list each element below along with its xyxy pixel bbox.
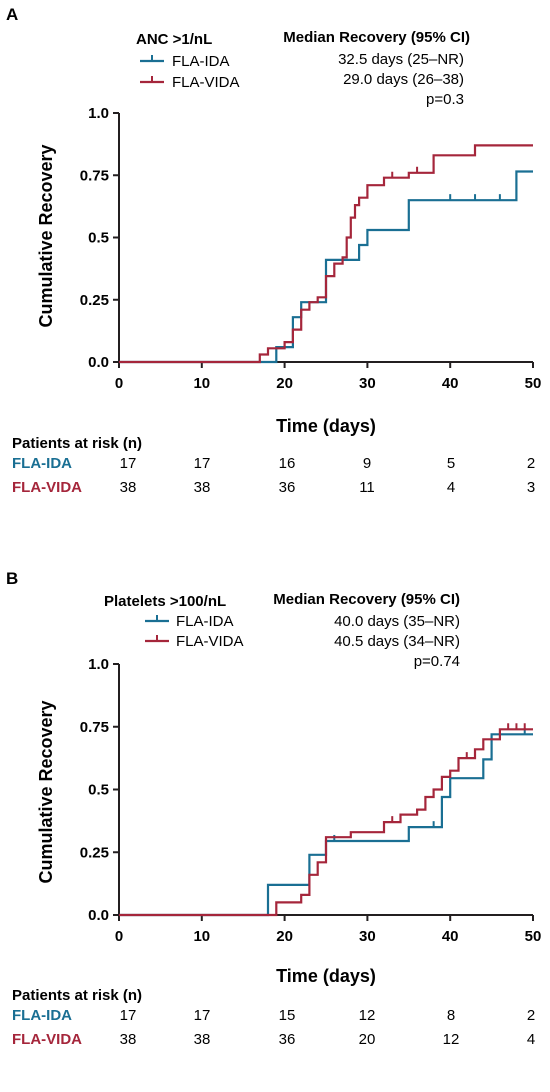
risk-value: 2: [527, 455, 535, 472]
panel-b-platelets: B Platelets >100/nL Median Recovery (95%…: [0, 566, 550, 1092]
plot-area: [119, 723, 533, 917]
risk-row-label: FLA-IDA: [12, 455, 72, 472]
y-tick-label: 0.5: [88, 782, 109, 799]
legend-swatch-fla-ida: [140, 55, 164, 63]
risk-value: 16: [279, 455, 296, 472]
series-line-fla-vida: [119, 144, 533, 364]
axes: 0.0 0.25 0.5 0.75 1.0 0 10 20 30 40 50: [80, 105, 542, 392]
y-tick-label: 0.0: [88, 354, 109, 371]
x-tick-label: 10: [193, 375, 210, 392]
risk-value: 17: [194, 455, 211, 472]
y-tick-label: 0.75: [80, 167, 109, 184]
platelet-recovery-chart: B Platelets >100/nL Median Recovery (95%…: [6, 569, 542, 1048]
risk-value: 15: [279, 1007, 296, 1024]
legend-label-ida: FLA-IDA: [172, 53, 230, 70]
risk-row-label: FLA-VIDA: [12, 479, 82, 496]
stats-header: Median Recovery (95% CI): [273, 591, 460, 608]
risk-value: 38: [120, 1031, 137, 1048]
y-tick-label: 1.0: [88, 105, 109, 122]
risk-value: 36: [279, 479, 296, 496]
stats-header: Median Recovery (95% CI): [283, 29, 470, 46]
x-tick-label: 20: [276, 928, 293, 945]
panel-a-anc: A ANC >1/nL Median Recovery (95% CI) FLA…: [0, 0, 550, 526]
risk-value: 4: [527, 1031, 535, 1048]
legend-label-vida: FLA-VIDA: [176, 633, 244, 650]
series-line-fla-ida: [119, 733, 533, 917]
panel-label: B: [6, 569, 18, 588]
x-tick-label: 50: [525, 928, 542, 945]
risk-table: FLA-IDA 17 17 15 12 8 2 FLA-VIDA 38 38 36 20 12 4: [12, 1007, 535, 1048]
axes: 0.0 0.25 0.5 0.75 1.0 0 10 20 30 40 50: [80, 656, 542, 945]
risk-table: FLA-IDA 17 17 16 9 5 2 FLA-VIDA 38 38 36 11 4 3: [12, 455, 535, 496]
risk-value: 9: [363, 455, 371, 472]
risk-value: 12: [443, 1031, 460, 1048]
legend-title: ANC >1/nL: [136, 31, 212, 48]
risk-row-label: FLA-IDA: [12, 1007, 72, 1024]
risk-value: 2: [527, 1007, 535, 1024]
risk-table-header: Patients at risk (n): [12, 987, 142, 1004]
risk-value: 11: [359, 479, 375, 496]
x-tick-label: 30: [359, 375, 376, 392]
risk-value: 38: [194, 479, 211, 496]
risk-value: 38: [194, 1031, 211, 1048]
y-tick-label: 0.25: [80, 292, 109, 309]
risk-value: 38: [120, 479, 137, 496]
x-tick-label: 10: [193, 928, 210, 945]
x-tick-label: 50: [525, 375, 542, 392]
series-line-fla-vida: [119, 728, 533, 917]
x-tick-label: 40: [442, 928, 459, 945]
legend-swatch-fla-vida: [145, 635, 169, 643]
anc-recovery-chart: A ANC >1/nL Median Recovery (95% CI) FLA…: [6, 5, 542, 496]
x-tick-label: 30: [359, 928, 376, 945]
x-tick-label: 40: [442, 375, 459, 392]
y-tick-label: 0.25: [80, 844, 109, 861]
y-tick-label: 1.0: [88, 656, 109, 673]
legend-title: Platelets >100/nL: [104, 593, 226, 610]
x-axis-title: Time (days): [276, 966, 376, 986]
x-axis-title: Time (days): [276, 416, 376, 436]
risk-value: 36: [279, 1031, 296, 1048]
legend-label-vida: FLA-VIDA: [172, 74, 240, 91]
risk-value: 4: [447, 479, 455, 496]
risk-row-label: FLA-VIDA: [12, 1031, 82, 1048]
stat-ida: 40.0 days (35–NR): [334, 613, 460, 630]
x-tick-label: 20: [276, 375, 293, 392]
series-line-fla-ida: [119, 170, 533, 364]
y-tick-label: 0.0: [88, 907, 109, 924]
y-axis-title: Cumulative Recovery: [36, 144, 56, 327]
legend-label-ida: FLA-IDA: [176, 613, 234, 630]
risk-table-header: Patients at risk (n): [12, 435, 142, 452]
panel-label: A: [6, 5, 18, 24]
y-tick-label: 0.75: [80, 719, 109, 736]
x-tick-label: 0: [115, 375, 123, 392]
legend-swatch-fla-vida: [140, 76, 164, 84]
risk-value: 3: [527, 479, 535, 496]
stat-vida: 29.0 days (26–38): [343, 71, 464, 88]
risk-value: 5: [447, 455, 455, 472]
stat-ida: 32.5 days (25–NR): [338, 51, 464, 68]
risk-value: 17: [194, 1007, 211, 1024]
stat-vida: 40.5 days (34–NR): [334, 633, 460, 650]
legend: FLA-IDA FLA-VIDA: [145, 613, 244, 650]
x-tick-label: 0: [115, 928, 123, 945]
plot-area: [119, 144, 533, 364]
risk-value: 20: [359, 1031, 376, 1048]
stat-p-value: p=0.3: [426, 91, 464, 108]
risk-value: 8: [447, 1007, 455, 1024]
risk-value: 17: [120, 1007, 137, 1024]
legend: FLA-IDA FLA-VIDA: [140, 53, 240, 91]
risk-value: 12: [359, 1007, 376, 1024]
risk-value: 17: [120, 455, 137, 472]
stat-p-value: p=0.74: [414, 653, 460, 670]
legend-swatch-fla-ida: [145, 615, 169, 623]
y-tick-label: 0.5: [88, 230, 109, 247]
y-axis-title: Cumulative Recovery: [36, 700, 56, 883]
